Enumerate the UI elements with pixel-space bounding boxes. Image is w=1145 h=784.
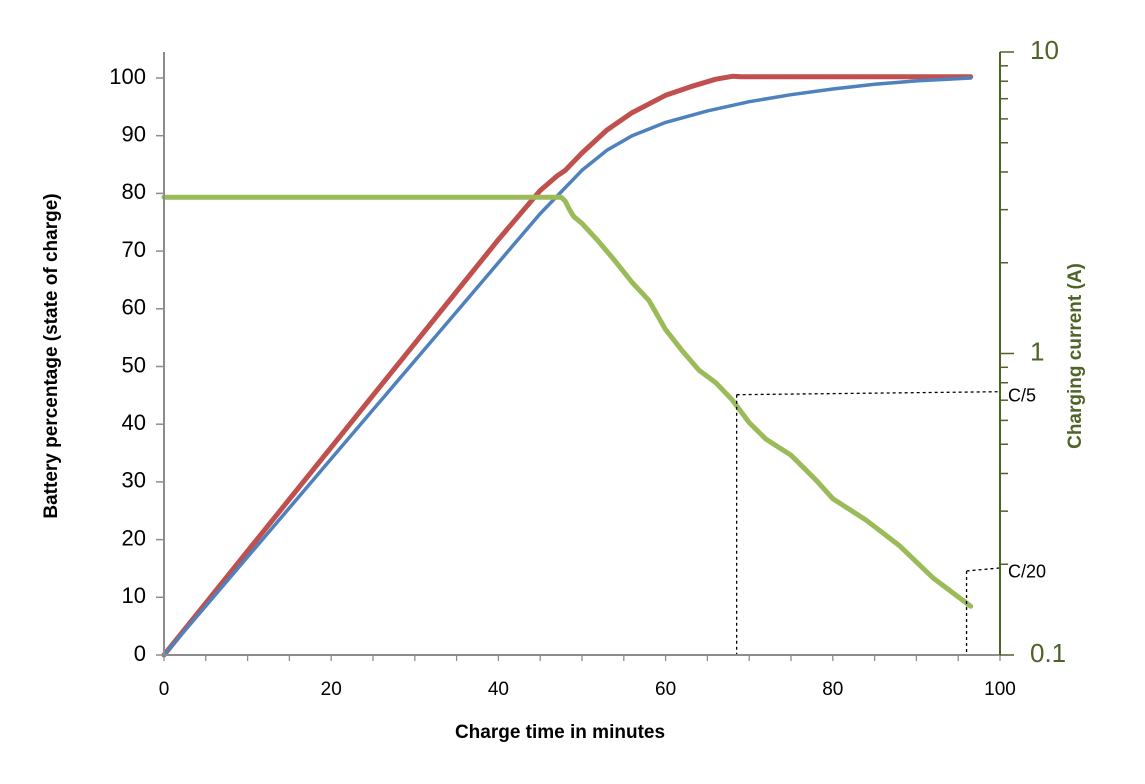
x-tick-label: 40	[488, 679, 509, 700]
tick-labels: 0 10 20 30 40 50 60 70 80 90 100 0 20 40 60 80 100 0.1 1 10	[109, 35, 1066, 700]
annotation-guides: C/5 C/20	[736, 385, 1046, 655]
y2-axis-title: Charging current (A)	[1065, 263, 1086, 449]
y2-tick-label: 0.1	[1030, 638, 1066, 668]
x-tick-label: 60	[655, 679, 676, 700]
series-line-1	[161, 73, 974, 658]
annotation-horizontal-guide	[736, 391, 1001, 396]
x-tick-label: 80	[822, 679, 843, 700]
y-tick-label: 0	[134, 641, 146, 666]
y-axis-title: Battery percentage (state of charge)	[41, 193, 62, 518]
x-axis-title: Charge time in minutes	[455, 722, 665, 743]
x-tick-label: 100	[984, 679, 1016, 700]
axes	[156, 51, 1014, 661]
y2-tick-label: 10	[1030, 35, 1059, 65]
y-tick-label: 70	[122, 237, 146, 262]
x-tick-label: 20	[321, 679, 342, 700]
annotation-label: C/5	[1008, 385, 1036, 405]
y2-tick-label: 1	[1030, 336, 1044, 366]
y-tick-label: 90	[122, 122, 146, 147]
y-tick-label: 10	[122, 583, 146, 608]
annotation-label: C/20	[1008, 562, 1046, 582]
y-tick-label: 50	[122, 352, 146, 377]
annotation-horizontal-guide	[966, 567, 1001, 572]
y-tick-label: 40	[122, 410, 146, 435]
y-tick-label: 100	[109, 64, 146, 89]
y-tick-label: 30	[122, 468, 146, 493]
series-lines	[161, 73, 974, 658]
y-tick-label: 20	[122, 525, 146, 550]
series-line-2	[162, 76, 973, 657]
series-line-3	[161, 194, 974, 609]
y-tick-label: 60	[122, 295, 146, 320]
y-tick-label: 80	[122, 179, 146, 204]
x-tick-label: 0	[159, 679, 170, 700]
